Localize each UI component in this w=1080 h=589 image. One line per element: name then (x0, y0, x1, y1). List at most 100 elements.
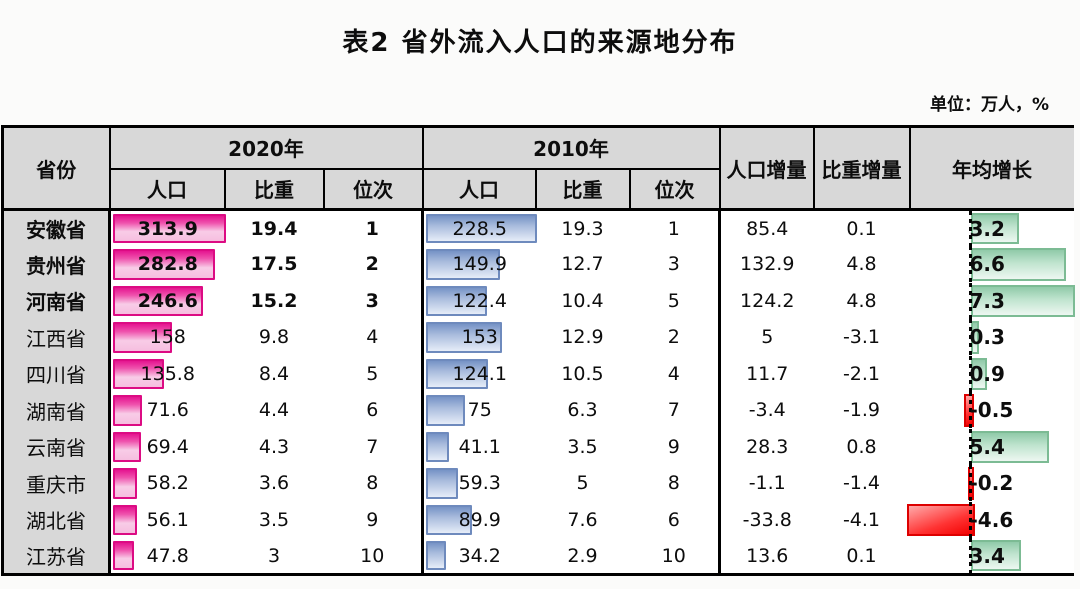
header-2010: 2010年 (421, 125, 721, 170)
header-row-groups: 省份 2020年 2010年 人口增量 比重增量 年均增长 (1, 125, 1074, 211)
growth-zero-axis (968, 282, 972, 319)
table-row: 江苏省 47.8 3 10 34.2 2.9 10 13.6 0.1 3.4 (2, 538, 1074, 575)
growth-zero-axis (968, 465, 972, 502)
annual-growth-value: -0.2 (969, 471, 1014, 496)
cell-province: 江苏省 (2, 538, 111, 575)
cell-province: 河南省 (2, 282, 111, 319)
header-pop-2010: 人口 (421, 167, 537, 211)
databar-2020-pop (113, 395, 142, 426)
pop-2010-value: 59.3 (458, 472, 501, 495)
pop-2010-value: 153 (461, 326, 498, 349)
data-table: 省份 2020年 2010年 人口增量 比重增量 年均增长 人口 比重 位次 人… (1, 125, 1076, 576)
databar-annual-growth (970, 213, 1019, 244)
growth-zero-axis (968, 246, 972, 283)
cell-pop-2020: 71.6 (109, 392, 225, 429)
cell-pop-2020: 47.8 (109, 538, 225, 575)
growth-zero-axis (968, 538, 972, 573)
pop-2010-value: 75 (467, 399, 492, 422)
pop-2020-value: 71.6 (146, 399, 189, 422)
pop-2010-value: 34.2 (458, 544, 501, 567)
databar-2020-pop (113, 431, 142, 462)
cell-pop-2010: 149.9 (422, 246, 536, 283)
databar-annual-growth (970, 248, 1066, 281)
cell-share-2010: 10.4 (535, 282, 630, 319)
cell-share-change: 0.8 (813, 428, 910, 465)
databar-2010-pop (426, 358, 489, 389)
pop-2010-value: 122.4 (452, 289, 507, 312)
pop-2020-value: 246.6 (137, 289, 198, 312)
databar-2010-pop (426, 468, 458, 499)
pop-2020-value: 135.8 (140, 362, 195, 385)
cell-share-2020: 3 (224, 538, 324, 575)
cell-pop-change: -1.1 (719, 465, 814, 502)
page-title: 表2 省外流入人口的来源地分布 (342, 28, 738, 58)
pop-2020-value: 56.1 (146, 508, 189, 531)
databar-2020-pop (113, 468, 138, 499)
databar-2010-pop (426, 249, 501, 280)
growth-zero-axis (968, 355, 972, 392)
table-row: 重庆市 58.2 3.6 8 59.3 5 8 -1.1 -1.4 -0.2 (2, 465, 1074, 502)
databar-2010-pop (426, 395, 466, 426)
annual-growth-value: -0.5 (969, 398, 1014, 423)
cell-share-2010: 6.3 (535, 392, 630, 429)
pop-2020-value: 282.8 (137, 253, 198, 276)
databar-2010-pop (426, 322, 502, 353)
cell-share-2020: 9.8 (224, 319, 324, 356)
cell-pop-2010: 124.1 (422, 355, 536, 392)
annual-growth-value: -4.6 (969, 507, 1014, 532)
cell-pop-2010: 59.3 (422, 465, 536, 502)
annual-growth-value: 7.3 (969, 288, 1005, 313)
cell-share-change: -1.4 (813, 465, 910, 502)
header-2020: 2020年 (108, 125, 424, 170)
cell-province: 湖北省 (2, 501, 111, 538)
cell-pop-change: 85.4 (719, 209, 814, 246)
cell-share-2020: 17.5 (224, 246, 324, 283)
cell-rank-2020: 4 (323, 319, 424, 356)
cell-province: 贵州省 (2, 246, 111, 283)
databar-2020-pop (113, 322, 172, 353)
cell-pop-change: 124.2 (719, 282, 814, 319)
cell-pop-change: -33.8 (719, 501, 814, 538)
cell-rank-2010: 1 (629, 209, 721, 246)
pop-2020-value: 158 (149, 326, 186, 349)
table-body: 安徽省 313.9 19.4 1 228.5 19.3 1 85.4 0.1 3.2 贵州省 282.… (2, 209, 1076, 575)
cell-share-change: -1.9 (813, 392, 910, 429)
pop-2010-value: 124.1 (452, 362, 507, 385)
cell-rank-2010: 5 (629, 282, 721, 319)
cell-rank-2010: 10 (629, 538, 721, 575)
cell-pop-2010: 122.4 (422, 282, 536, 319)
pop-2020-value: 47.8 (146, 544, 189, 567)
cell-pop-2010: 41.1 (422, 428, 536, 465)
cell-pop-change: 11.7 (719, 355, 814, 392)
cell-share-2020: 4.3 (224, 428, 324, 465)
table-header: 省份 2020年 2010年 人口增量 比重增量 年均增长 人口 比重 位次 人… (1, 125, 1074, 211)
cell-rank-2010: 9 (629, 428, 721, 465)
cell-rank-2020: 8 (323, 465, 424, 502)
databar-2010-pop (426, 504, 473, 535)
cell-pop-2020: 56.1 (109, 501, 225, 538)
cell-pop-2010: 153 (422, 319, 536, 356)
cell-rank-2020: 2 (323, 246, 424, 283)
cell-pop-change: 5 (719, 319, 814, 356)
databar-annual-growth (970, 357, 987, 390)
cell-share-2010: 12.7 (535, 246, 630, 283)
growth-zero-axis (968, 211, 972, 246)
cell-rank-2010: 3 (629, 246, 721, 283)
header-rank-2020: 位次 (322, 167, 424, 211)
databar-2010-pop (426, 214, 537, 243)
header-province: 省份 (1, 125, 111, 211)
cell-province: 重庆市 (2, 465, 111, 502)
cell-pop-change: 132.9 (719, 246, 814, 283)
cell-share-2020: 3.5 (224, 501, 324, 538)
annual-growth-value: 3.4 (969, 543, 1005, 568)
cell-rank-2010: 7 (629, 392, 721, 429)
cell-rank-2020: 10 (323, 538, 424, 575)
cell-share-2010: 12.9 (535, 319, 630, 356)
cell-annual-growth: 5.4 (909, 428, 1074, 465)
databar-2020-pop (113, 249, 216, 280)
cell-pop-2020: 69.4 (109, 428, 225, 465)
unit-note: 单位：万人，% (930, 95, 1050, 115)
growth-zero-axis (968, 319, 972, 356)
databar-2010-pop (426, 541, 446, 570)
header-share-change: 比重增量 (812, 125, 911, 211)
